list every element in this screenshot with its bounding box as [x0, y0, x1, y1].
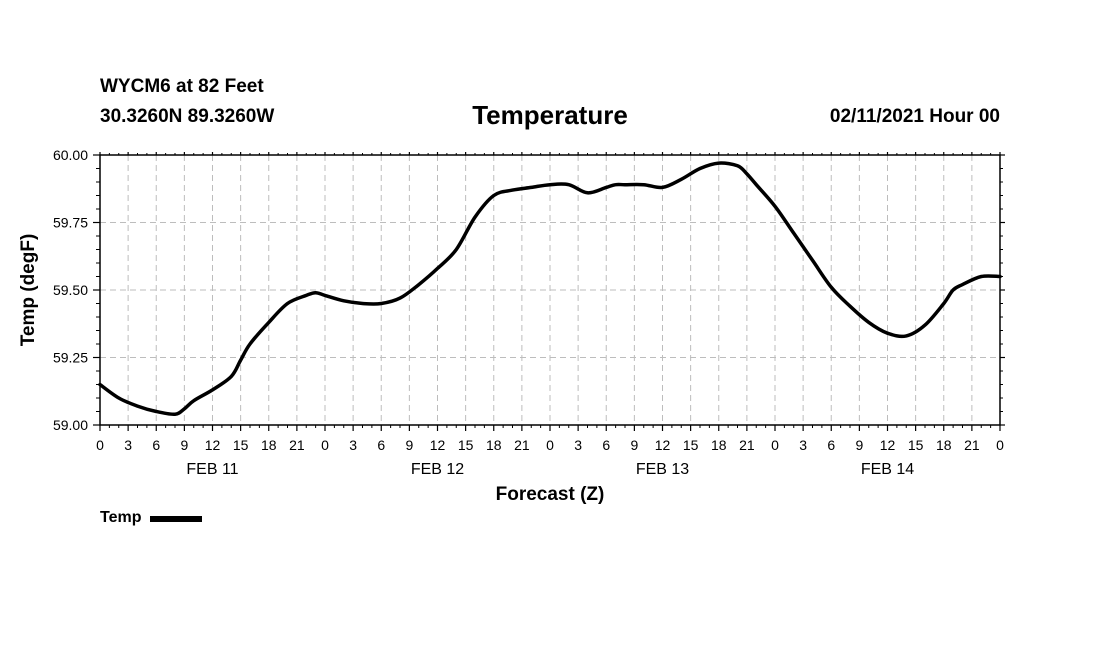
- x-tick-label: 18: [261, 437, 277, 453]
- plot-frame: [99, 154, 1001, 426]
- axis-labels: 0 3 6 9 12 15 18 21 0 3 6 9 12 15 18 21 0 3 6 9 12 15 18 21 0 3 6 9…: [53, 147, 1004, 478]
- x-tick-label: 3: [574, 437, 582, 453]
- y-tick-label: 59.75: [53, 215, 88, 231]
- x-tick-label: 9: [180, 437, 188, 453]
- day-label: FEB 14: [861, 461, 914, 478]
- x-tick-label: 6: [827, 437, 835, 453]
- x-tick-label: 21: [514, 437, 530, 453]
- x-tick-label: 0: [96, 437, 104, 453]
- x-tick-label: 18: [711, 437, 727, 453]
- y-tick-label: 59.50: [53, 282, 88, 298]
- x-tick-label: 6: [152, 437, 160, 453]
- x-tick-label: 18: [486, 437, 502, 453]
- x-tick-label: 9: [630, 437, 638, 453]
- x-tick-label: 12: [655, 437, 671, 453]
- x-tick-label: 21: [739, 437, 755, 453]
- x-tick-label: 3: [124, 437, 132, 453]
- y-tick-label: 60.00: [53, 147, 88, 163]
- x-tick-label: 9: [405, 437, 413, 453]
- series-line-temp: [98, 161, 1002, 417]
- x-tick-label: 12: [880, 437, 896, 453]
- station-label: WYCM6 at 82 Feet: [100, 76, 264, 97]
- x-axis-label: Forecast (Z): [496, 484, 605, 505]
- x-tick-label: 6: [377, 437, 385, 453]
- y-tick-label: 59.25: [53, 350, 88, 366]
- grid-lines: [100, 155, 1000, 425]
- day-label: FEB 11: [186, 461, 238, 478]
- day-label: FEB 12: [411, 461, 464, 478]
- x-tick-label: 0: [771, 437, 779, 453]
- x-tick-label: 21: [964, 437, 980, 453]
- x-tick-label: 15: [458, 437, 474, 453]
- datetime-label: 02/11/2021 Hour 00: [829, 106, 1000, 127]
- coords-label: 30.3260N 89.3260W: [100, 106, 275, 127]
- x-tick-label: 15: [908, 437, 924, 453]
- x-tick-label: 3: [349, 437, 357, 453]
- x-tick-label: 6: [602, 437, 610, 453]
- chart-title: Temperature: [472, 100, 628, 130]
- x-tick-label: 12: [205, 437, 221, 453]
- x-tick-label: 9: [855, 437, 863, 453]
- x-tick-label: 0: [546, 437, 554, 453]
- day-label: FEB 13: [636, 461, 689, 478]
- x-tick-label: 15: [683, 437, 699, 453]
- x-tick-label: 0: [321, 437, 329, 453]
- x-tick-label: 18: [936, 437, 952, 453]
- y-axis-label: Temp (degF): [18, 234, 39, 347]
- legend: Temp: [100, 509, 203, 527]
- axis-ticks: [93, 152, 1005, 431]
- legend-swatch-temp: [150, 516, 203, 522]
- legend-label-temp: Temp: [100, 509, 142, 526]
- x-tick-label: 0: [996, 437, 1004, 453]
- x-tick-label: 15: [233, 437, 249, 453]
- x-tick-label: 3: [799, 437, 807, 453]
- x-tick-label: 21: [289, 437, 305, 453]
- y-tick-label: 59.00: [53, 417, 88, 433]
- x-tick-label: 12: [430, 437, 446, 453]
